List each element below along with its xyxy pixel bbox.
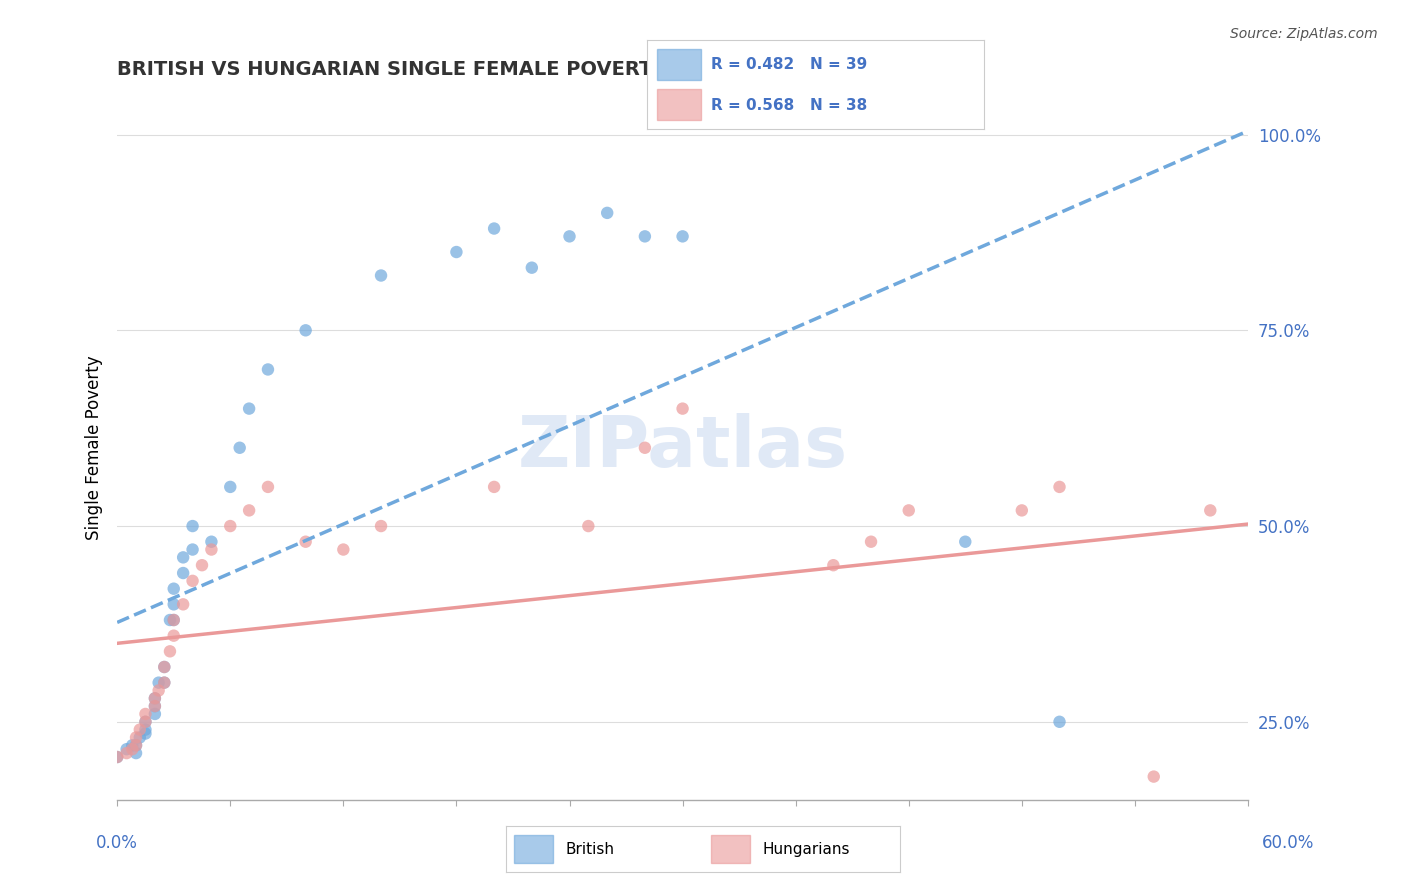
Point [1199, 503, 1222, 517]
Point [228, 441, 250, 455]
Point [955, 534, 977, 549]
Point [163, 598, 186, 612]
Point [125, 739, 148, 753]
Text: R = 0.482   N = 39: R = 0.482 N = 39 [711, 57, 868, 71]
Point [125, 746, 148, 760]
Point [520, 260, 543, 275]
Point [482, 480, 505, 494]
Point [671, 229, 693, 244]
Point [125, 731, 148, 745]
Point [860, 534, 883, 549]
Point [634, 441, 657, 455]
Point [257, 362, 280, 376]
Point [163, 629, 186, 643]
Bar [711, 835, 751, 863]
Point [128, 723, 150, 737]
Point [153, 660, 176, 674]
Point [558, 229, 581, 244]
Point [482, 221, 505, 235]
Point [897, 503, 920, 517]
Bar [657, 89, 700, 120]
Point [191, 558, 214, 573]
Point [143, 691, 166, 706]
Text: R = 0.568   N = 38: R = 0.568 N = 38 [711, 98, 868, 112]
Point [125, 739, 148, 753]
Point [1049, 714, 1071, 729]
Y-axis label: Single Female Poverty: Single Female Poverty [86, 355, 103, 540]
Point [153, 660, 176, 674]
Text: BRITISH VS HUNGARIAN SINGLE FEMALE POVERTY CORRELATION CHART: BRITISH VS HUNGARIAN SINGLE FEMALE POVER… [117, 60, 907, 78]
Point [219, 519, 242, 533]
Point [159, 613, 181, 627]
Point [172, 550, 194, 565]
Point [332, 542, 354, 557]
Point [105, 750, 128, 764]
Point [181, 574, 204, 588]
Point [121, 739, 143, 753]
Point [134, 723, 156, 737]
Point [134, 706, 156, 721]
Text: 0.0%: 0.0% [96, 834, 138, 852]
Point [143, 706, 166, 721]
Bar [515, 835, 554, 863]
Point [172, 566, 194, 580]
Point [148, 683, 170, 698]
Point [172, 598, 194, 612]
Point [115, 742, 138, 756]
Point [134, 714, 156, 729]
Point [294, 323, 316, 337]
Point [576, 519, 599, 533]
Text: ZIPatlas: ZIPatlas [517, 413, 848, 483]
Point [671, 401, 693, 416]
Point [148, 675, 170, 690]
Point [1085, 801, 1108, 815]
Point [823, 558, 845, 573]
Point [238, 401, 260, 416]
Point [153, 675, 176, 690]
Point [128, 731, 150, 745]
Text: Hungarians: Hungarians [762, 842, 849, 856]
Point [143, 699, 166, 714]
Point [121, 742, 143, 756]
Point [143, 691, 166, 706]
Point [294, 534, 316, 549]
Point [181, 542, 204, 557]
Text: 60.0%: 60.0% [1263, 834, 1315, 852]
Point [200, 542, 222, 557]
Point [1143, 770, 1166, 784]
Bar [657, 49, 700, 80]
Text: Source: ZipAtlas.com: Source: ZipAtlas.com [1230, 27, 1378, 41]
Point [634, 229, 657, 244]
Point [596, 206, 619, 220]
Point [163, 613, 186, 627]
Point [1011, 503, 1033, 517]
Point [134, 714, 156, 729]
Point [105, 750, 128, 764]
Point [1049, 480, 1071, 494]
Point [153, 675, 176, 690]
Point [159, 644, 181, 658]
Point [143, 699, 166, 714]
Point [370, 519, 392, 533]
Point [257, 480, 280, 494]
Point [163, 582, 186, 596]
Point [134, 726, 156, 740]
Point [370, 268, 392, 283]
Point [219, 480, 242, 494]
Point [115, 746, 138, 760]
Point [181, 519, 204, 533]
Point [446, 245, 468, 260]
Text: British: British [565, 842, 614, 856]
Point [200, 534, 222, 549]
Point [238, 503, 260, 517]
Point [163, 613, 186, 627]
